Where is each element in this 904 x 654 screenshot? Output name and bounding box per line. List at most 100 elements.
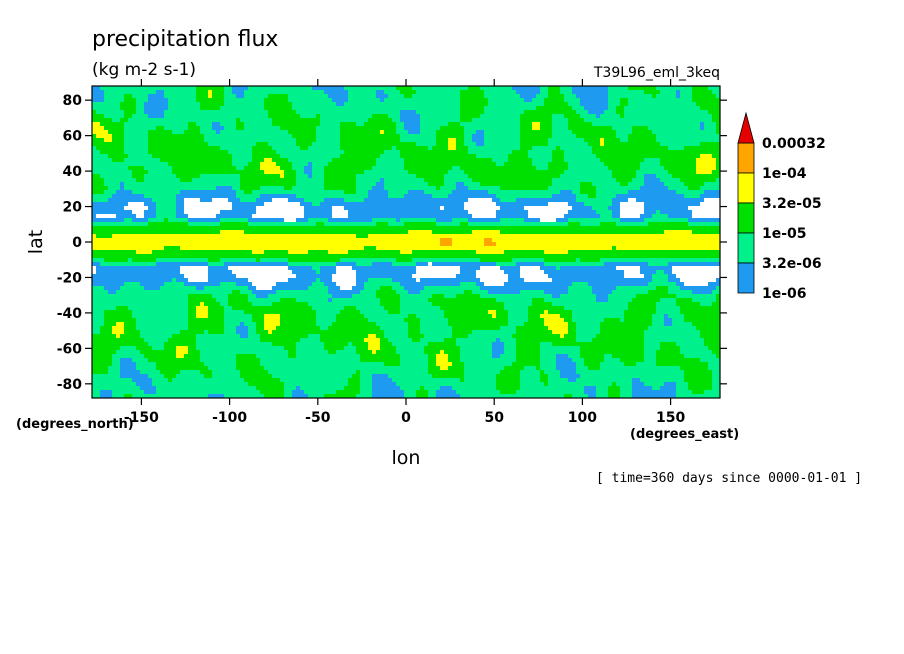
heatmap-cell [548, 86, 553, 91]
heatmap-cell [444, 86, 449, 91]
heatmap-cell [328, 90, 333, 95]
heatmap-cell [340, 190, 345, 195]
heatmap-cell [220, 190, 225, 195]
heatmap-cell [584, 194, 589, 199]
heatmap-cell [380, 154, 385, 159]
heatmap-cell [368, 130, 373, 135]
heatmap-cell [336, 202, 341, 207]
heatmap-cell [108, 134, 113, 139]
heatmap-cell [664, 90, 669, 95]
heatmap-cell [152, 202, 157, 207]
heatmap-cell [184, 182, 189, 187]
heatmap-cell [464, 198, 469, 203]
heatmap-cell [280, 170, 285, 175]
heatmap-cell [332, 170, 337, 175]
heatmap-cell [672, 110, 677, 115]
heatmap-cell [500, 150, 505, 155]
heatmap-cell [452, 102, 457, 107]
heatmap-cell [320, 178, 325, 183]
heatmap-cell [712, 106, 717, 111]
heatmap-cell [492, 174, 497, 179]
heatmap-cell [556, 118, 561, 123]
heatmap-cell [560, 178, 565, 183]
heatmap-cell [436, 158, 441, 163]
heatmap-cell [188, 146, 193, 151]
heatmap-cell [404, 194, 409, 199]
heatmap-cell [664, 114, 669, 119]
heatmap-cell [256, 150, 261, 155]
heatmap-cell [460, 170, 465, 175]
heatmap-cell [100, 126, 105, 131]
heatmap-cell [156, 106, 161, 111]
heatmap-cell [460, 174, 465, 179]
heatmap-cell [380, 178, 385, 183]
heatmap-cell [148, 102, 153, 107]
heatmap-cell [488, 114, 493, 119]
heatmap-cell [528, 142, 533, 147]
heatmap-cell [704, 94, 709, 99]
heatmap-cell [412, 142, 417, 147]
heatmap-cell [288, 98, 293, 103]
heatmap-cell [264, 94, 269, 99]
heatmap-cell [676, 126, 681, 131]
heatmap-cell [320, 126, 325, 131]
heatmap-cell [204, 114, 209, 119]
heatmap-cell [228, 130, 233, 135]
heatmap-cell [400, 198, 405, 203]
heatmap-cell [412, 194, 417, 199]
heatmap-cell [320, 98, 325, 103]
heatmap-cell [448, 162, 453, 167]
heatmap-cell [296, 194, 301, 199]
heatmap-cell [216, 166, 221, 171]
heatmap-cell [624, 158, 629, 163]
heatmap-cell [212, 186, 217, 191]
heatmap-cell [248, 110, 253, 115]
heatmap-cell [592, 114, 597, 119]
heatmap-cell [496, 142, 501, 147]
heatmap-cell [520, 162, 525, 167]
heatmap-cell [292, 118, 297, 123]
heatmap-cell [504, 102, 509, 107]
heatmap-cell [480, 162, 485, 167]
heatmap-cell [408, 170, 413, 175]
heatmap-cell [688, 170, 693, 175]
heatmap-cell [420, 98, 425, 103]
heatmap-cell [532, 182, 537, 187]
heatmap-cell [368, 182, 373, 187]
heatmap-cell [148, 106, 153, 111]
heatmap-cell [692, 202, 697, 207]
heatmap-cell [616, 98, 621, 103]
heatmap-cell [696, 166, 701, 171]
heatmap-cell [440, 134, 445, 139]
heatmap-cell [136, 194, 141, 199]
heatmap-cell [328, 178, 333, 183]
heatmap-cell [340, 198, 345, 203]
heatmap-cell [140, 122, 145, 127]
heatmap-cell [208, 98, 213, 103]
heatmap-cell [320, 94, 325, 99]
heatmap-cell [124, 90, 129, 95]
heatmap-cell [624, 174, 629, 179]
heatmap-cell [452, 170, 457, 175]
heatmap-cell [564, 202, 569, 207]
heatmap-cell [628, 198, 633, 203]
heatmap-cell [596, 198, 601, 203]
heatmap-cell [572, 114, 577, 119]
heatmap-cell [124, 130, 129, 135]
heatmap-cell [712, 102, 717, 107]
heatmap-cell [104, 86, 109, 91]
heatmap-cell [680, 134, 685, 139]
heatmap-cell [396, 190, 401, 195]
heatmap-cell [352, 94, 357, 99]
heatmap-cell [108, 174, 113, 179]
heatmap-cell [612, 90, 617, 95]
heatmap-cell [100, 194, 105, 199]
heatmap-cell [160, 98, 165, 103]
heatmap-cell [688, 98, 693, 103]
heatmap-cell [204, 170, 209, 175]
heatmap-cell [352, 170, 357, 175]
heatmap-cell [676, 206, 681, 211]
heatmap-cell [292, 114, 297, 119]
heatmap-cell [360, 178, 365, 183]
heatmap-cell [376, 206, 381, 211]
